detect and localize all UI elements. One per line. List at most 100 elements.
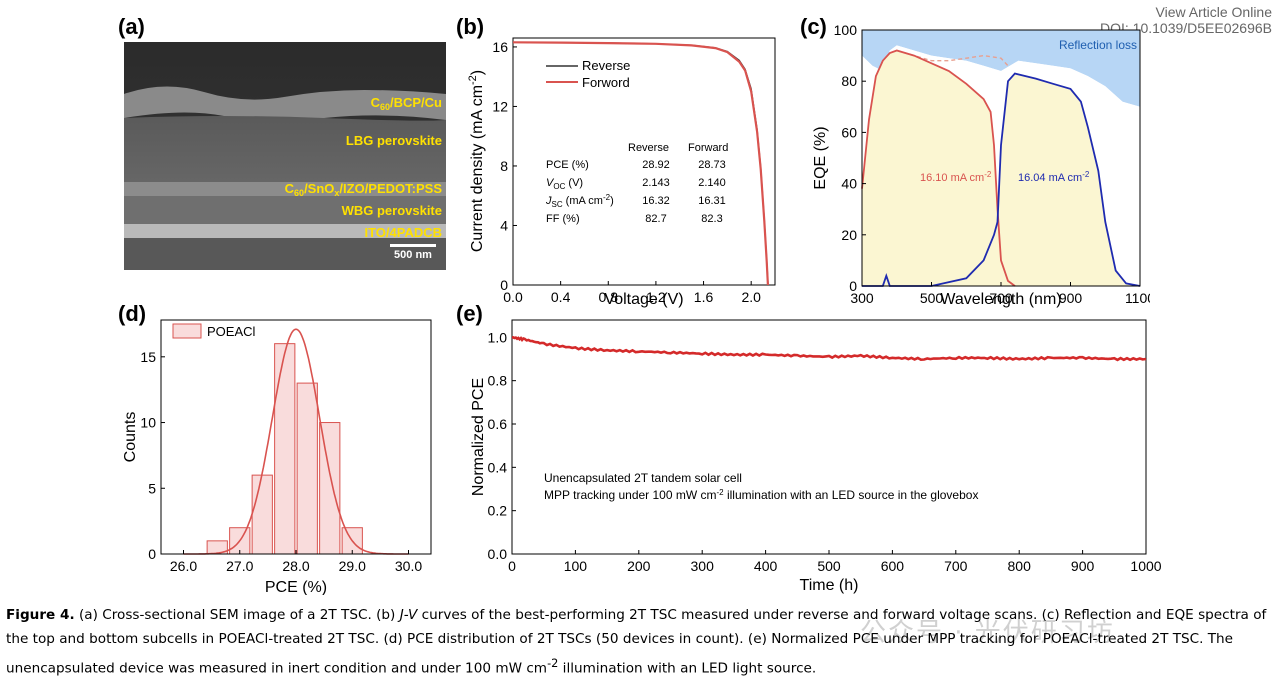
sem-layer-interconnect [124,182,446,196]
hist-xtick-label: 27.0 [226,558,253,574]
figure-caption: Figure 4. (a) Cross-sectional SEM image … [6,603,1276,681]
mpp-xtick-label: 800 [1008,558,1032,574]
hist-bar [274,343,296,555]
hist-xtick-label: 29.0 [339,558,366,574]
jv-ylabel: Current density (mA cm-2) [467,70,486,252]
mpp-ytick-label: 1.0 [488,329,508,345]
mpp-xtick-label: 600 [881,558,905,574]
mpp-ytick-label: 0.4 [488,459,508,475]
eqe-absorption-area [862,50,1140,286]
hist-ytick-label: 0 [148,546,156,562]
jv-xtick-label: 0.4 [551,289,571,305]
sem-label-ito: ITO/4PADCB [364,225,442,240]
jv-table-jsc-reverse: 16.32 [642,195,670,207]
eqe-xtick-label: 500 [920,290,944,306]
panel-label-c: (c) [800,14,827,39]
jv-parameter-table: Reverse Forward PCE (%) VOC (V) JSC (mA … [545,142,728,225]
caption-sup: -2 [547,656,559,670]
panel-label-d: (d) [118,301,147,326]
hist-xtick-label: 28.0 [282,558,309,574]
jv-table-pce-forward: 28.73 [698,159,726,171]
sem-layer-wbg [124,196,446,224]
hist-bar [251,474,273,555]
mpp-ytick-label: 0.0 [488,546,508,562]
caption-text-2: curves of the best-performing 2T TSC mea… [6,607,1267,677]
hist-xlabel: PCE (%) [265,579,327,595]
caption-figure-number: Figure 4. [6,607,75,623]
jv-legend-reverse: Reverse [582,58,630,73]
eqe-ytick-label: 40 [841,176,857,192]
sem-image: C60/BCP/Cu LBG perovskite C60/SnOx/IZO/P… [124,42,446,270]
chart-mpp: 0 100 200 300 400 500 600 700 800 900 1000 0.0 0.2 0.… [470,319,1162,594]
hist-legend-swatch [172,323,202,339]
hist-ytick-label: 15 [140,349,156,365]
hist-ytick-label: 5 [148,480,156,496]
mpp-xtick-label: 500 [817,558,841,574]
jv-table-label-pce: PCE (%) [546,159,589,171]
hist-gaussian-fit [183,328,409,555]
hist-legend-poeacl: POEACl [207,324,256,339]
hist-xtick-label: 30.0 [395,558,422,574]
jv-table-ff-forward: 82.3 [701,213,722,225]
panel-label-e: (e) [456,301,483,326]
jv-table-label-ff: FF (%) [546,213,580,225]
wechat-watermark: 公众号 · 光伏研习坊 [860,618,1115,648]
jv-table-label-voc: VOC (V) [546,177,583,191]
mpp-xtick-label: 400 [754,558,778,574]
mpp-xlabel: Time (h) [800,577,859,594]
sem-label-lbg: LBG perovskite [346,133,442,148]
jv-table-voc-reverse: 2.143 [642,177,670,189]
mpp-ytick-label: 0.2 [488,503,508,519]
article-header: View Article Online DOI: 10.1039/D5EE026… [1100,4,1272,36]
mpp-ytick-label: 0.6 [488,416,508,432]
doi-text: DOI: 10.1039/D5EE02696B [1099,20,1272,36]
eqe-reflection-loss-label: Reflection loss [1059,38,1137,52]
mpp-series-poeacl [511,336,1147,362]
jv-plot-frame [512,37,776,286]
mpp-annotation-1: Unencapsulated 2T tandem solar cell [544,471,742,485]
mpp-xtick-label: 300 [691,558,715,574]
chart-histogram: 26.0 27.0 28.0 29.0 30.0 0 5 10 15 POEACl PCE (%… [122,319,432,595]
view-article-link[interactable]: View Article Online [1155,4,1272,20]
sem-label-interconnect: C60/SnOx/IZO/PEDOT:PSS [285,181,443,198]
eqe-xlabel: Wavelength (nm) [940,291,1061,308]
scale-bar-label: 500 nm [394,249,432,261]
jv-table-pce-reverse: 28.92 [642,159,670,171]
jv-table-header-forward: Forward [688,142,728,154]
eqe-ytick-label: 60 [841,124,857,140]
eqe-top-jsc-label: 16.10 mA cm-2 [920,170,992,184]
mpp-xtick-label: 1000 [1130,558,1161,574]
scale-bar [390,244,436,247]
mpp-xtick-label: 700 [944,558,968,574]
mpp-ylabel: Normalized PCE [470,378,487,496]
jv-xtick-label: 1.2 [646,289,666,305]
eqe-ylabel: EQE (%) [812,126,829,189]
jv-table-jsc-forward: 16.31 [698,195,726,207]
jv-table-label-jsc: JSC (mA cm-2) [545,193,614,209]
hist-xtick-label: 26.0 [170,558,197,574]
hist-plot-frame [160,319,432,555]
jv-ytick-label: 4 [500,217,508,233]
sem-label-c60: C60/BCP/Cu [371,95,442,112]
jv-xtick-label: 2.0 [741,289,761,305]
chart-jv: 0.0 0.4 0.8 1.2 1.6 2.0 0 4 8 12 16 Reverse Forwor… [467,37,776,308]
jv-xlabel: Voltage (V) [604,291,683,308]
sem-substrate [124,238,446,270]
jv-xtick-label: 0.8 [599,289,619,305]
jv-legend-forword: Forword [582,75,630,90]
sem-layer-c60 [124,86,446,121]
mpp-ytick-label: 0.8 [488,373,508,389]
jv-xtick-label: 1.6 [694,289,714,305]
jv-table-header-reverse: Reverse [628,142,669,154]
eqe-ytick-label: 20 [841,227,857,243]
sem-layer-lbg [124,116,446,182]
caption-text-3: illumination with an LED light source. [558,660,817,677]
hist-ytick-label: 10 [140,415,156,431]
hist-bar [319,422,341,555]
eqe-bottom-jsc-label: 16.04 mA cm-2 [1018,170,1090,184]
panel-label-a: (a) [118,14,145,39]
eqe-series-top [861,49,1016,287]
mpp-xtick-label: 900 [1071,558,1095,574]
caption-text-1: (a) Cross-sectional SEM image of a 2T TS… [74,607,400,623]
